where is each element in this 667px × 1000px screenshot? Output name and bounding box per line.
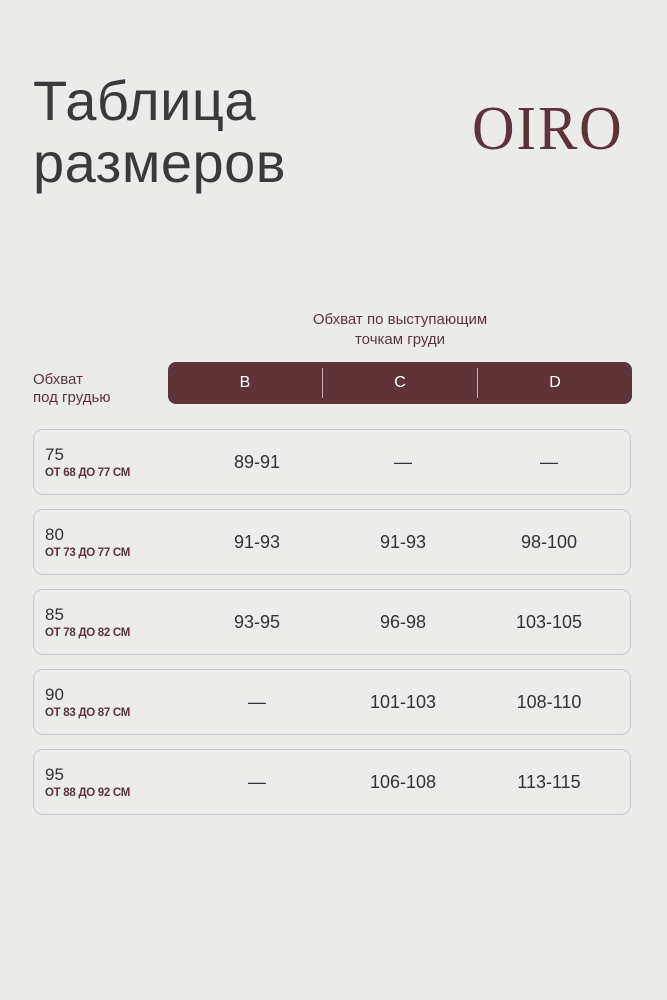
size-cell: 91-93 bbox=[233, 532, 281, 552]
band-size: 90 bbox=[45, 685, 64, 704]
band-size: 85 bbox=[45, 605, 64, 624]
size-cell: — bbox=[248, 692, 266, 712]
size-cell: 101-103 bbox=[369, 692, 437, 712]
page-title: Таблица размеров bbox=[33, 70, 286, 194]
size-cell: 93-95 bbox=[233, 612, 281, 632]
band-range: ОТ 88 ДО 92 СМ bbox=[45, 787, 131, 799]
table-row: 85 ОТ 78 ДО 82 СМ 93-95 96-98 103-105 bbox=[33, 589, 631, 655]
band-size: 80 bbox=[45, 525, 64, 544]
table-row: 75 ОТ 68 ДО 77 СМ 89-91 — — bbox=[33, 429, 631, 495]
column-header-b: B bbox=[239, 374, 251, 391]
cup-caption: Обхват по выступающим точкам груди bbox=[250, 310, 550, 350]
title-line-2: размеров bbox=[33, 131, 287, 194]
band-caption: Обхват под грудью bbox=[33, 371, 111, 407]
size-cell: 108-110 bbox=[516, 692, 582, 712]
band-caption-line-2: под грудью bbox=[33, 389, 111, 406]
size-cell: 98-100 bbox=[520, 532, 578, 552]
band-caption-line-1: Обхват bbox=[33, 371, 83, 388]
size-cell: 113-115 bbox=[517, 772, 581, 792]
table-row: 80 ОТ 73 ДО 77 СМ 91-93 91-93 98-100 bbox=[33, 509, 631, 575]
size-cell: 91-93 bbox=[379, 532, 427, 552]
band-size: 75 bbox=[45, 445, 64, 464]
band-range: ОТ 78 ДО 82 СМ bbox=[45, 627, 131, 639]
size-cell: — bbox=[248, 772, 266, 792]
size-cell: 103-105 bbox=[515, 612, 583, 632]
divider bbox=[477, 368, 478, 398]
column-header-d: D bbox=[549, 374, 561, 391]
column-header-c: C bbox=[394, 374, 406, 391]
title-line-1: Таблица bbox=[33, 69, 257, 132]
cup-caption-line-2: точкам груди bbox=[354, 331, 446, 348]
size-cell: 106-108 bbox=[369, 772, 437, 792]
band-range: ОТ 73 ДО 77 СМ bbox=[45, 547, 131, 559]
size-cell: — bbox=[540, 452, 558, 472]
size-cell: 89-91 bbox=[233, 452, 281, 472]
band-range: ОТ 68 ДО 77 СМ bbox=[45, 467, 131, 479]
divider bbox=[322, 368, 323, 398]
band-range: ОТ 83 ДО 87 СМ bbox=[45, 707, 131, 719]
table-row: 95 ОТ 88 ДО 92 СМ — 106-108 113-115 bbox=[33, 749, 631, 815]
size-cell: — bbox=[394, 452, 412, 472]
cup-caption-line-1: Обхват по выступающим bbox=[312, 311, 488, 328]
size-cell: 96-98 bbox=[379, 612, 427, 632]
band-size: 95 bbox=[45, 765, 64, 784]
brand-logo: OIRO bbox=[472, 95, 624, 163]
cup-header: B C D bbox=[168, 362, 632, 404]
table-row: 90 ОТ 83 ДО 87 СМ — 101-103 108-110 bbox=[33, 669, 631, 735]
